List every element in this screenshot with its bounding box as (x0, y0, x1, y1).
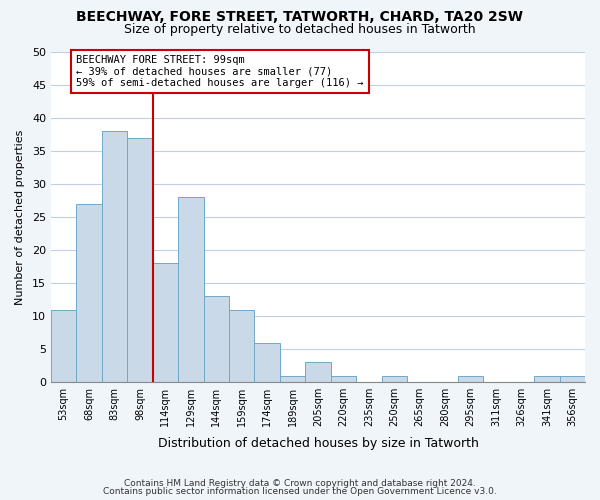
Bar (280, 376, 305, 382)
Bar (178, 197, 203, 382)
Text: Contains HM Land Registry data © Crown copyright and database right 2024.: Contains HM Land Registry data © Crown c… (124, 478, 476, 488)
Bar (382, 376, 407, 382)
Bar (331, 376, 356, 382)
X-axis label: Distribution of detached houses by size in Tatworth: Distribution of detached houses by size … (158, 437, 478, 450)
Bar (102, 131, 127, 382)
Text: Size of property relative to detached houses in Tatworth: Size of property relative to detached ho… (124, 22, 476, 36)
Bar (534, 376, 560, 382)
Text: BEECHWAY FORE STREET: 99sqm
← 39% of detached houses are smaller (77)
59% of sem: BEECHWAY FORE STREET: 99sqm ← 39% of det… (76, 55, 364, 88)
Bar (229, 310, 254, 382)
Bar (152, 263, 178, 382)
Text: Contains public sector information licensed under the Open Government Licence v3: Contains public sector information licen… (103, 487, 497, 496)
Bar (458, 376, 483, 382)
Bar (51, 310, 76, 382)
Text: BEECHWAY, FORE STREET, TATWORTH, CHARD, TA20 2SW: BEECHWAY, FORE STREET, TATWORTH, CHARD, … (77, 10, 523, 24)
Bar (305, 362, 331, 382)
Y-axis label: Number of detached properties: Number of detached properties (15, 129, 25, 304)
Bar (560, 376, 585, 382)
Bar (76, 204, 102, 382)
Bar (254, 342, 280, 382)
Bar (127, 138, 152, 382)
Bar (203, 296, 229, 382)
